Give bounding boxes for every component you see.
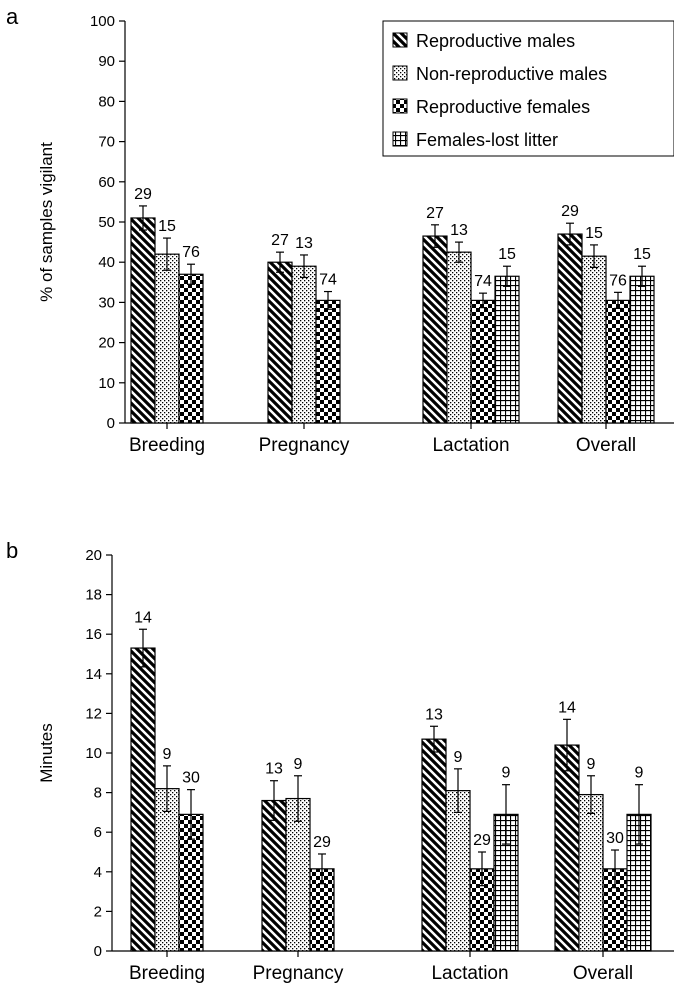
panel-a-y-tick-label: 60 [98, 174, 115, 191]
panel-a-y-tick-label: 0 [107, 415, 115, 432]
panel-a-bar-reproductive-males-pregnancy [267, 261, 293, 424]
panel-a-y-tick-label: 100 [90, 13, 115, 30]
panel-b-bar-non-reproductive-males-lactation [445, 790, 471, 952]
panel-b-category-label-pregnancy: Pregnancy [253, 963, 344, 984]
panel-b-data-label-non-reproductive-males-lactation: 9 [454, 749, 463, 766]
panel-b-data-label-reproductive-males-pregnancy: 13 [265, 761, 283, 778]
panel-b-y-axis-label: Minutes [37, 723, 56, 783]
panel-b-y-tick-label: 18 [85, 587, 102, 604]
panel-a-y-tick-label: 40 [98, 254, 115, 271]
panel-a-data-label-reproductive-females-lactation: 74 [474, 273, 492, 290]
legend-swatch-reproductive-males [392, 32, 408, 48]
panel-b-letter: b [6, 538, 18, 563]
panel-a-bar-females-lost-litter-overall [629, 275, 655, 424]
panel-a: 0 10 20 30 40 50 60 70 80 90 100 % of samples vigil… [37, 13, 674, 456]
legend-label-reproductive-females: Reproductive females [416, 97, 590, 117]
legend-label-non-reproductive-males: Non-reproductive males [416, 64, 607, 84]
panel-b-data-label-reproductive-males-lactation: 13 [425, 706, 443, 723]
panel-b-data-label-reproductive-females-pregnancy: 29 [313, 834, 331, 851]
panel-b-category-label-overall: Overall [573, 963, 633, 984]
panel-a-category-label-pregnancy: Pregnancy [259, 435, 350, 456]
panel-b-bar-reproductive-males-overall [554, 744, 580, 952]
panel-b-y-tick-label: 6 [94, 824, 102, 841]
legend: Reproductive males Non-reproductive male… [382, 20, 674, 157]
panel-b-bar-reproductive-males-breeding [130, 647, 156, 952]
panel-b-data-label-reproductive-females-overall: 30 [606, 830, 624, 847]
panel-b-y-tick-label: 0 [94, 943, 102, 960]
panel-b-bar-non-reproductive-males-pregnancy [285, 797, 311, 952]
panel-a-bar-non-reproductive-males-lactation [446, 251, 472, 424]
panel-b-data-label-non-reproductive-males-pregnancy: 9 [294, 756, 303, 773]
panel-b-data-label-reproductive-females-lactation: 29 [473, 832, 491, 849]
legend-swatch-females-lost-litter [392, 131, 408, 147]
panel-b-y-tick-label: 4 [94, 864, 102, 881]
panel-b-y-tick-label: 20 [85, 547, 102, 564]
panel-a-y-tick-label: 30 [98, 294, 115, 311]
panel-b-data-label-reproductive-males-breeding: 14 [134, 609, 152, 626]
panel-a-bar-non-reproductive-males-pregnancy [291, 265, 317, 424]
panel-a-data-label-reproductive-females-overall: 76 [609, 272, 627, 289]
panel-b-data-label-reproductive-males-overall: 14 [558, 699, 576, 716]
panel-a-data-label-reproductive-males-pregnancy: 27 [271, 232, 289, 249]
panel-b-bar-reproductive-males-pregnancy [261, 799, 287, 952]
legend-swatch-non-reproductive-males [392, 65, 408, 81]
panel-a-data-label-reproductive-males-overall: 29 [561, 203, 579, 220]
panel-b-bar-non-reproductive-males-breeding [154, 788, 180, 952]
panel-a-bar-reproductive-females-breeding [178, 273, 204, 424]
panel-b-data-label-females-lost-litter-lactation: 9 [502, 765, 511, 782]
panel-b-data-label-females-lost-litter-overall: 9 [635, 765, 644, 782]
panel-a-data-label-reproductive-females-pregnancy: 74 [319, 272, 337, 289]
panel-b-y-tick-label: 2 [94, 903, 102, 920]
panel-a-category-label-breeding: Breeding [129, 435, 205, 456]
panel-a-letter: a [6, 4, 19, 29]
panel-a-y-tick-label: 90 [98, 53, 115, 70]
panel-a-data-label-non-reproductive-males-breeding: 15 [158, 218, 176, 235]
legend-box [382, 20, 674, 157]
panel-a-y-tick-label: 50 [98, 214, 115, 231]
panel-a-bar-females-lost-litter-lactation [494, 275, 520, 424]
panel-a-data-label-non-reproductive-males-pregnancy: 13 [295, 235, 313, 252]
legend-label-reproductive-males: Reproductive males [416, 31, 575, 51]
panel-b-data-label-non-reproductive-males-overall: 9 [587, 756, 596, 773]
panel-a-bar-reproductive-males-lactation [422, 235, 448, 424]
legend-swatch-reproductive-females [392, 98, 408, 114]
panel-b-bar-reproductive-males-lactation [421, 738, 447, 952]
panel-a-data-label-reproductive-males-lactation: 27 [426, 205, 444, 222]
panel-b-y-tick-label: 16 [85, 626, 102, 643]
panel-b-y-tick-label: 14 [85, 666, 102, 683]
panel-a-data-label-reproductive-females-breeding: 76 [182, 244, 200, 261]
panel-a-bar-reproductive-females-overall [605, 299, 631, 424]
panel-a-data-label-non-reproductive-males-overall: 15 [585, 225, 603, 242]
panel-a-bar-non-reproductive-males-breeding [154, 253, 180, 424]
panel-b-category-label-breeding: Breeding [129, 963, 205, 984]
panel-b: 0 2 4 6 8 10 12 14 16 18 20 Minutes Breeding 14 9 30 Pre… [37, 547, 674, 984]
panel-a-data-label-non-reproductive-males-lactation: 13 [450, 222, 468, 239]
panel-a-data-label-females-lost-litter-lactation: 15 [498, 246, 516, 263]
panel-b-y-tick-label: 12 [85, 705, 102, 722]
legend-label-females-lost-litter: Females-lost litter [416, 130, 558, 150]
panel-b-data-label-reproductive-females-breeding: 30 [182, 770, 200, 787]
panel-b-data-label-non-reproductive-males-breeding: 9 [163, 746, 172, 763]
panel-b-bar-non-reproductive-males-overall [578, 793, 604, 952]
panel-a-bar-reproductive-females-pregnancy [315, 299, 341, 424]
panel-b-y-tick-label: 10 [85, 745, 102, 762]
panel-a-y-tick-label: 20 [98, 335, 115, 352]
panel-a-bar-reproductive-males-breeding [130, 217, 156, 424]
panel-a-bar-reproductive-females-lactation [470, 299, 496, 424]
panel-a-bar-reproductive-males-overall [557, 233, 583, 424]
panel-a-y-tick-label: 70 [98, 134, 115, 151]
panel-a-data-label-females-lost-litter-overall: 15 [633, 246, 651, 263]
panel-a-y-axis-label: % of samples vigilant [37, 142, 56, 302]
panel-a-bar-non-reproductive-males-overall [581, 255, 607, 424]
panel-b-y-tick-label: 8 [94, 785, 102, 802]
panel-a-y-tick-label: 10 [98, 375, 115, 392]
panel-a-data-label-reproductive-males-breeding: 29 [134, 186, 152, 203]
panel-b-category-label-lactation: Lactation [431, 963, 508, 984]
panel-a-category-label-lactation: Lactation [432, 435, 509, 456]
panel-a-category-label-overall: Overall [576, 435, 636, 456]
panel-a-y-tick-label: 80 [98, 93, 115, 110]
